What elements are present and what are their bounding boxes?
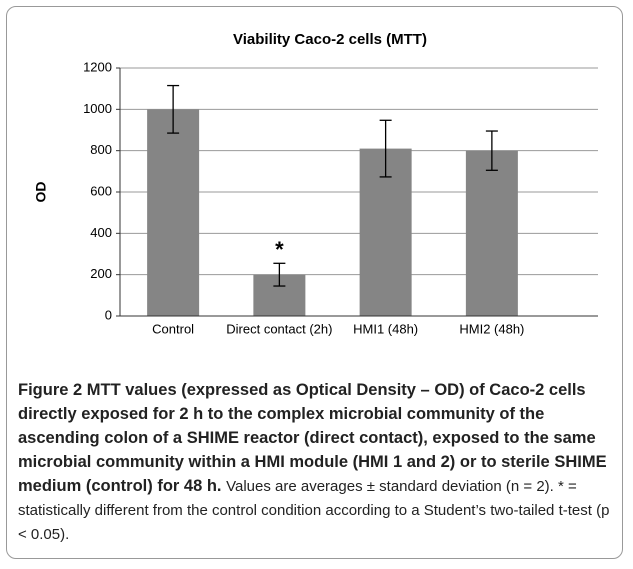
chart: Viability Caco-2 cells (MTT) OD 0 200 400 6… <box>33 31 598 336</box>
caption-heading: Figure 2 MTT values (expressed as Optica… <box>18 381 607 495</box>
bar <box>147 109 200 316</box>
x-tick-label: HMI1 (48h) <box>353 321 418 336</box>
annotation: * <box>275 237 284 262</box>
y-tick-label: 400 <box>90 225 112 240</box>
y-tick-label: 0 <box>105 307 112 322</box>
x-tick-label: Control <box>152 321 194 336</box>
chart-title: Viability Caco-2 cells (MTT) <box>233 31 427 48</box>
caption: Figure 2 MTT values (expressed as Optica… <box>18 378 616 546</box>
figure-frame <box>6 6 623 559</box>
x-tick-label: HMI2 (48h) <box>459 321 524 336</box>
caption-body: Values are averages ± standard deviation… <box>18 478 610 543</box>
bar <box>465 150 518 316</box>
y-tick-label: 200 <box>90 266 112 281</box>
y-tick-label: 1200 <box>83 59 112 74</box>
y-axis-label: OD <box>33 182 49 203</box>
y-tick-label: 800 <box>90 142 112 157</box>
y-tick-label: 600 <box>90 183 112 198</box>
x-tick-label: Direct contact (2h) <box>226 321 332 336</box>
y-tick-label: 1000 <box>83 101 112 116</box>
